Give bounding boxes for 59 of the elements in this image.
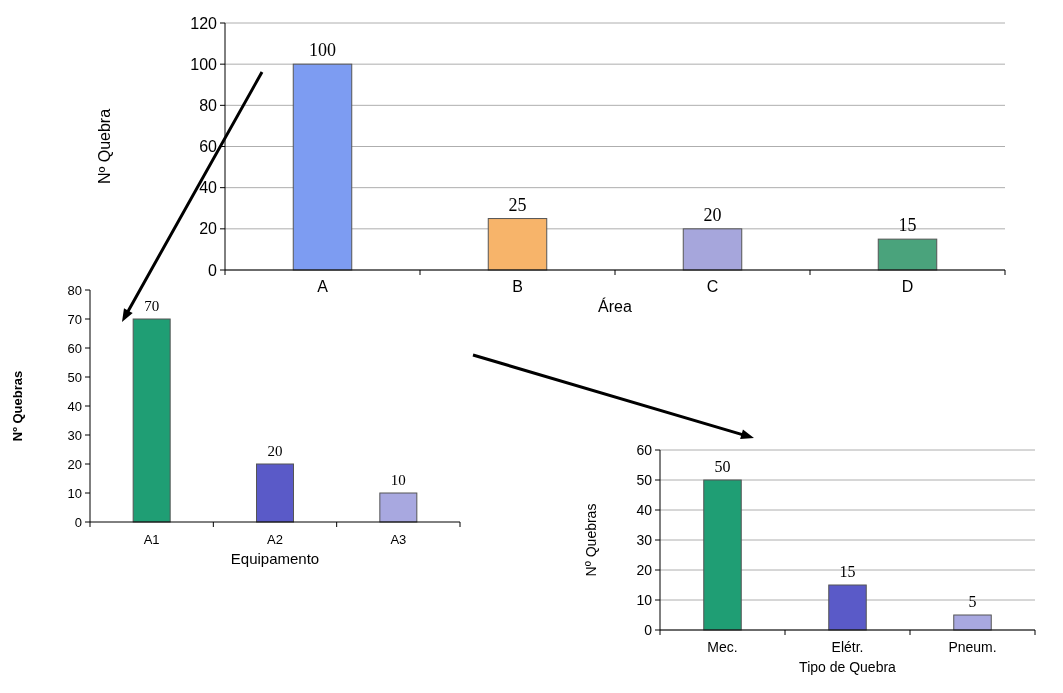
y-tick-label: 20: [636, 561, 653, 578]
y-tick-label: 30: [67, 427, 82, 443]
y-tick-label: 100: [190, 55, 218, 73]
bar: [682, 228, 743, 271]
data-label: 20: [267, 443, 283, 459]
x-tick-label: A: [317, 278, 329, 295]
y-tick-label: 80: [67, 282, 82, 298]
bar: [256, 463, 294, 523]
y-tick-label: 0: [74, 514, 82, 530]
bar: [292, 63, 353, 271]
y-tick-label: 50: [636, 471, 653, 488]
bar: [379, 492, 418, 523]
x-tick-label: A3: [390, 532, 407, 547]
data-label: 10: [390, 472, 406, 488]
bar: [132, 318, 171, 523]
x-axis-title: Área: [598, 297, 632, 315]
x-tick-label: Pneum.: [948, 639, 997, 655]
data-label: 100: [309, 40, 336, 61]
x-tick-label: B: [512, 278, 523, 295]
x-tick-label: Elétr.: [831, 639, 864, 655]
y-tick-label: 60: [199, 138, 218, 156]
y-tick-label: 20: [199, 220, 218, 238]
x-tick-label: Mec.: [707, 639, 738, 655]
y-tick-label: 40: [636, 501, 653, 518]
y-axis-title: Nº Quebras: [10, 370, 25, 442]
data-label: 15: [898, 215, 917, 236]
y-tick-label: 70: [67, 311, 82, 327]
y-tick-label: 30: [636, 531, 653, 548]
bar: [953, 614, 992, 631]
x-tick-label: A1: [143, 532, 160, 547]
data-label: 20: [703, 204, 722, 225]
x-tick-label: C: [706, 278, 719, 295]
y-tick-label: 40: [199, 179, 218, 197]
y-tick-label: 50: [67, 369, 82, 385]
data-label: 25: [508, 194, 527, 215]
x-tick-label: A2: [267, 532, 283, 547]
bar: [828, 584, 867, 631]
y-tick-label: 20: [67, 456, 82, 472]
y-tick-label: 60: [67, 340, 82, 356]
bar: [877, 238, 938, 271]
y-axis-title: Nº Quebras: [583, 503, 599, 577]
data-label: 5: [968, 593, 977, 610]
y-tick-label: 0: [208, 261, 218, 279]
data-label: 50: [714, 458, 731, 475]
x-tick-label: D: [901, 278, 914, 295]
y-axis-title: Nº Quebra: [96, 108, 113, 185]
y-tick-label: 60: [636, 441, 653, 458]
data-label: 70: [144, 298, 160, 314]
y-tick-label: 10: [636, 591, 653, 608]
y-tick-label: 120: [190, 14, 218, 32]
y-tick-label: 0: [644, 621, 653, 638]
data-label: 15: [839, 563, 856, 580]
y-tick-label: 80: [199, 96, 218, 114]
x-axis-title: Equipamento: [230, 550, 320, 567]
bar: [487, 218, 548, 271]
y-tick-label: 10: [67, 485, 82, 501]
y-tick-label: 40: [67, 398, 82, 414]
x-axis-title: Tipo de Quebra: [799, 659, 897, 675]
bar: [703, 479, 742, 631]
